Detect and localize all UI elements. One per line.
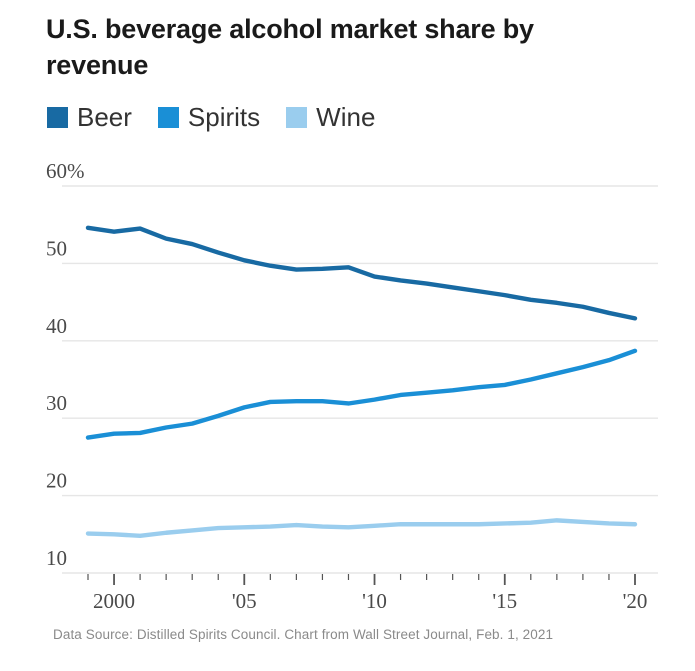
page-title: U.S. beverage alcohol market share by re… [46, 14, 534, 80]
legend-swatch-icon [47, 106, 68, 128]
legend-item-wine[interactable]: Wine [286, 104, 375, 130]
y-axis-tick-label: 10 [46, 546, 67, 570]
x-axis-tick-label: '20 [623, 589, 648, 613]
chart-caption: Data Source: Distilled Spirits Council. … [53, 627, 554, 642]
series-line-wine [85, 518, 638, 539]
y-axis-tick-label: 30 [46, 391, 67, 415]
x-axis-tick-label: 2000 [93, 589, 135, 613]
series-line-spirits [85, 348, 638, 440]
legend-label: Wine [316, 102, 376, 132]
legend-item-spirits[interactable]: Spirits [157, 102, 261, 132]
chart-legend: Beer Spirits Wine [47, 104, 375, 130]
x-axis-tick-label: '05 [232, 589, 257, 613]
legend-item-beer[interactable]: Beer [47, 104, 132, 130]
x-axis-tick-label: '15 [492, 589, 517, 613]
y-axis-tick-label: 20 [46, 469, 67, 493]
series-line-beer [85, 225, 638, 321]
legend-label: Beer [77, 102, 132, 132]
legend-swatch-icon [157, 106, 179, 128]
x-axis-tick-label: '10 [362, 589, 387, 613]
legend-swatch-icon [286, 106, 308, 128]
legend-label: Spirits [187, 102, 261, 132]
y-axis-tick-label: 50 [46, 236, 67, 260]
y-axis-tick-label: 40 [46, 314, 67, 338]
y-axis-tick-label: 60% [46, 159, 85, 183]
